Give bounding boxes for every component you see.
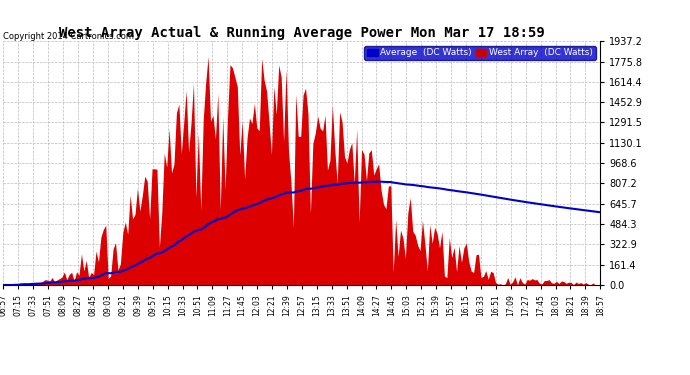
Legend: Average  (DC Watts), West Array  (DC Watts): Average (DC Watts), West Array (DC Watts…	[364, 46, 595, 60]
Text: Copyright 2014 Cartronics.com: Copyright 2014 Cartronics.com	[3, 32, 135, 41]
Title: West Array Actual & Running Average Power Mon Mar 17 18:59: West Array Actual & Running Average Powe…	[59, 26, 544, 40]
